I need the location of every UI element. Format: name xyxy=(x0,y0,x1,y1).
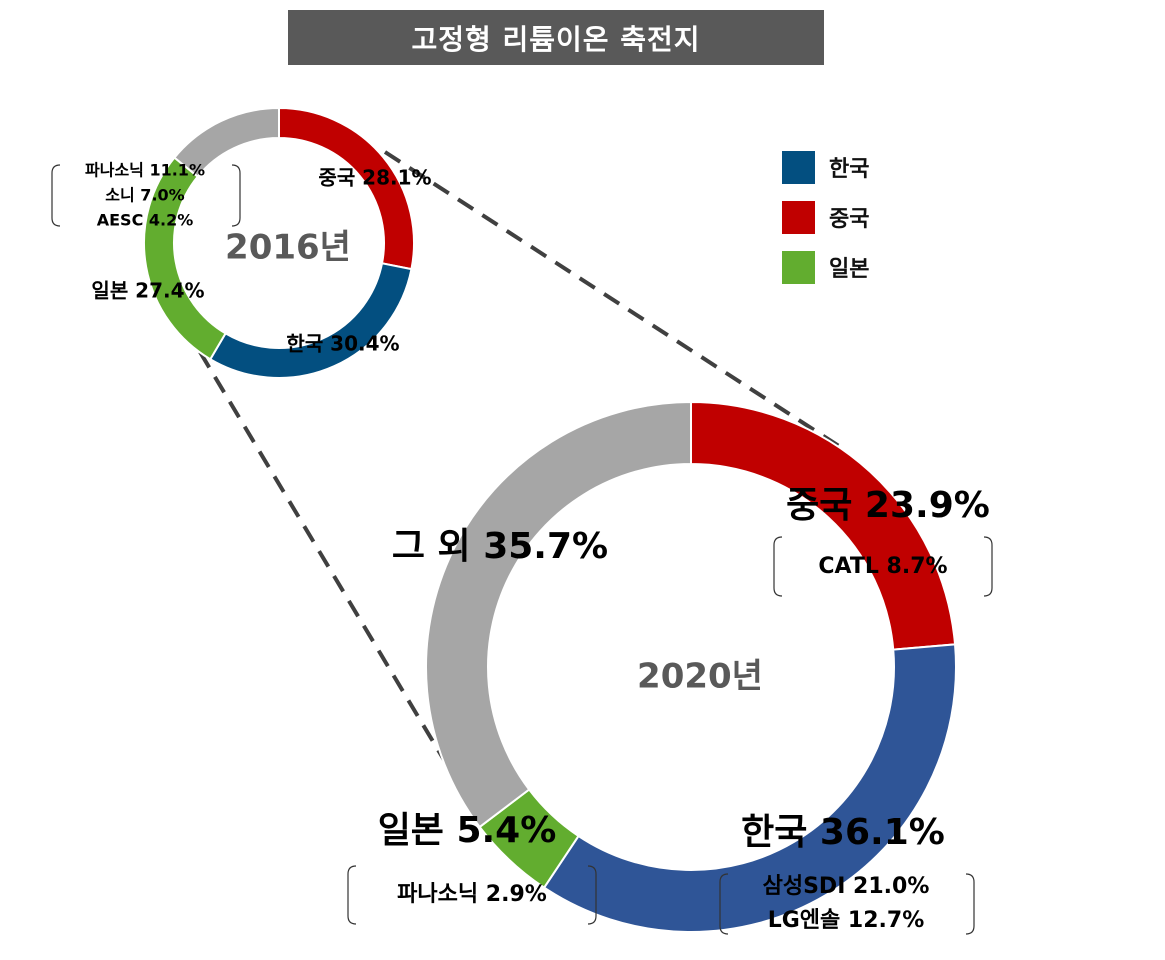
breakdown-label: CATL 8.7% xyxy=(818,554,947,579)
slice-label: 중국 23.9% xyxy=(786,485,990,526)
slice-label: 중국 28.1% xyxy=(318,166,431,190)
donut-slice xyxy=(173,106,280,178)
bracket xyxy=(231,164,241,227)
connector-line xyxy=(383,150,847,452)
legend-item-japan: 일본 xyxy=(782,242,869,292)
bracket xyxy=(51,164,61,227)
breakdown-label: 소니 7.0% xyxy=(105,186,184,205)
legend-swatch xyxy=(782,150,815,184)
breakdown-label: LG엔솔 12.7% xyxy=(768,908,925,933)
page-title: 고정형 리튬이온 축전지 xyxy=(288,10,824,65)
breakdown-label: 파나소닉 11.1% xyxy=(85,161,205,180)
slice-label: 일본 27.4% xyxy=(91,279,204,303)
legend-item-china: 중국 xyxy=(782,192,869,242)
legend-label: 한국 xyxy=(829,157,870,182)
donut-slice xyxy=(208,262,413,379)
bracket xyxy=(587,865,597,925)
donut-slice xyxy=(425,400,692,829)
legend: 한국 중국 일본 xyxy=(782,142,869,292)
bracket xyxy=(983,536,993,597)
legend-label: 중국 xyxy=(829,207,870,232)
donut-center-title: 2020년 xyxy=(637,657,763,697)
legend-item-korea: 한국 xyxy=(782,142,869,192)
breakdown-label: AESC 4.2% xyxy=(97,211,194,230)
donut-slice xyxy=(542,643,957,933)
bracket xyxy=(965,873,975,935)
bracket xyxy=(773,536,783,597)
slice-label: 한국 30.4% xyxy=(286,332,399,356)
legend-swatch xyxy=(782,250,815,284)
legend-label: 일본 xyxy=(829,257,870,282)
slice-label: 그 외 35.7% xyxy=(392,526,608,567)
breakdown-label: 삼성SDI 21.0% xyxy=(763,874,930,899)
bracket xyxy=(347,865,357,925)
breakdown-label: 파나소닉 2.9% xyxy=(397,882,547,907)
connector-line xyxy=(198,350,470,802)
legend-swatch xyxy=(782,200,815,234)
donut-center-title: 2016년 xyxy=(225,228,351,268)
slice-label: 일본 5.4% xyxy=(378,810,557,851)
bracket xyxy=(719,873,729,935)
slice-label: 한국 36.1% xyxy=(741,812,945,853)
